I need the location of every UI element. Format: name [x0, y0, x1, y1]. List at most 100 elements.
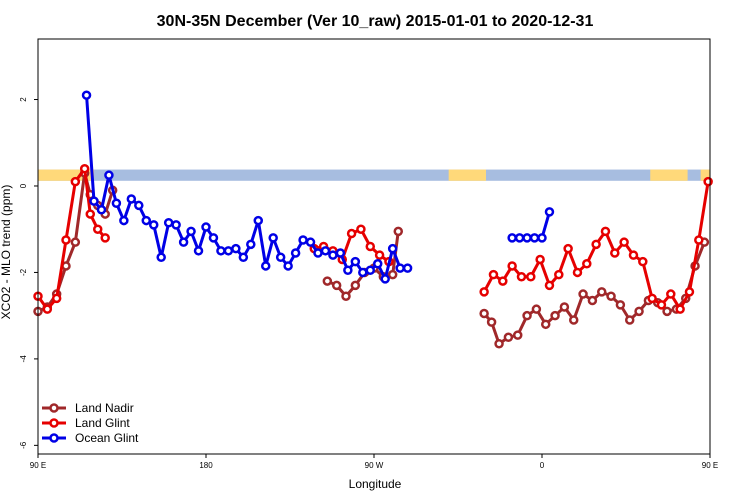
land-glint-point-2-9	[563, 243, 573, 254]
land-nadir-point-2-14	[606, 291, 616, 301]
ocean-glint-point-0-42	[395, 263, 405, 273]
land-nadir-point-2-4	[512, 330, 523, 340]
land-nadir-point-1-8	[393, 226, 404, 237]
land-band-3	[700, 169, 710, 181]
y-tick-label-4: -6	[19, 441, 28, 449]
legend-label-ocean-glint: Ocean Glint	[75, 431, 139, 445]
land-ocean-mask	[38, 169, 710, 181]
land-glint-point-0-7	[92, 224, 103, 234]
land-nadir-point-1-0	[322, 276, 333, 286]
ocean-glint-point-0-34	[335, 248, 346, 258]
legend-marker-land-glint	[49, 418, 59, 428]
land-glint-point-2-7	[544, 280, 555, 291]
land-nadir-point-1-2	[341, 291, 351, 301]
land-band-0	[38, 169, 94, 181]
land-glint-point-2-6	[535, 254, 545, 265]
y-axis-label: XCO2 - MLO trend (ppm)	[0, 185, 13, 320]
legend-marker-ocean-glint	[49, 433, 59, 443]
ocean-glint-point-0-23	[253, 215, 264, 226]
land-glint-point-0-4	[70, 176, 81, 187]
x-tick-label-0: 90 E	[30, 461, 46, 470]
land-nadir-point-2-7	[540, 319, 551, 330]
land-glint-point-2-8	[554, 269, 564, 280]
ocean-glint-point-0-17	[208, 233, 219, 243]
ocean-glint-point-0-11	[163, 217, 174, 228]
land-glint-point-2-21	[675, 304, 685, 314]
ocean-glint-point-0-24	[260, 261, 271, 271]
land-nadir-point-2-8	[550, 310, 560, 321]
axis-ticks: 90 E 180 90 W 0 90 E 2 0 -2 -4 -6	[19, 97, 718, 470]
ocean-glint-line-0	[85, 95, 408, 281]
ocean-glint-point-0-5	[119, 215, 129, 226]
land-glint-point-2-4	[516, 272, 527, 282]
x-tick-label-1: 180	[199, 461, 213, 470]
land-nadir-point-2-0	[479, 308, 489, 319]
legend-label-land-nadir: Land Nadir	[75, 401, 134, 415]
plot-frame	[37, 38, 711, 455]
ocean-glint-point-0-37	[358, 267, 368, 278]
ocean-glint-point-0-3	[104, 170, 114, 180]
ocean-glint-point-0-20	[231, 243, 241, 254]
land-glint-point-1-7	[374, 250, 385, 260]
land-nadir-point-2-20	[662, 306, 672, 317]
ocean-glint-point-0-31	[313, 248, 323, 258]
land-glint-point-2-17	[638, 256, 648, 267]
land-band-1	[448, 169, 486, 181]
ocean-glint-point-0-29	[298, 235, 308, 245]
chart-title: 30N-35N December (Ver 10_raw) 2015-01-01…	[157, 13, 594, 30]
land-glint-point-0-5	[79, 163, 90, 174]
ocean-glint-point-0-4	[111, 198, 122, 209]
land-nadir-point-1-3	[350, 280, 361, 291]
land-nadir-point-2-6	[531, 304, 542, 314]
ocean-glint-point-0-22	[246, 239, 256, 250]
land-glint-point-0-3	[61, 235, 71, 245]
land-nadir-point-2-1	[486, 317, 497, 327]
series-ocean-glint	[81, 90, 555, 284]
ocean-glint-point-0-41	[387, 243, 398, 254]
land-nadir-point-2-3	[503, 332, 514, 343]
ocean-glint-point-0-33	[328, 250, 338, 260]
land-glint-point-2-2	[498, 276, 508, 286]
land-glint-point-2-15	[619, 237, 629, 247]
x-axis-label: Longitude	[349, 477, 402, 491]
land-nadir-point-2-11	[578, 289, 588, 299]
land-nadir-point-2-13	[596, 287, 607, 297]
ocean-glint-point-0-7	[134, 200, 144, 211]
ocean-glint-point-0-15	[193, 246, 204, 256]
ocean-glint-point-0-12	[171, 220, 181, 230]
land-nadir-point-2-10	[568, 315, 579, 325]
ocean-glint-point-0-19	[223, 246, 234, 256]
ocean-glint-point-0-36	[350, 256, 361, 267]
land-nadir-point-2-2	[494, 339, 504, 349]
land-glint-point-0-6	[85, 209, 96, 219]
land-glint-point-2-20	[666, 289, 676, 299]
ocean-glint-point-1-2	[522, 233, 532, 243]
land-nadir-point-2-16	[624, 315, 635, 325]
land-nadir-point-2-17	[634, 306, 644, 317]
ocean-glint-point-0-13	[178, 237, 189, 247]
ocean-glint-point-0-14	[186, 226, 196, 237]
legend-label-land-glint: Land Glint	[75, 416, 130, 430]
ocean-glint-point-0-32	[320, 246, 331, 256]
x-tick-label-3: 0	[540, 461, 545, 470]
land-glint-point-2-0	[479, 287, 489, 297]
legend-marker-land-nadir	[49, 403, 59, 413]
ocean-glint-point-0-38	[365, 265, 376, 276]
land-glint-point-2-12	[591, 239, 601, 250]
ocean-glint-point-0-0	[81, 90, 92, 100]
ocean-glint-point-1-4	[537, 233, 547, 243]
ocean-glint-point-0-21	[238, 252, 249, 263]
ocean-glint-point-0-2	[96, 205, 107, 215]
series-land-glint	[33, 163, 713, 314]
land-nadir-point-1-7	[387, 269, 398, 280]
land-nadir-point-2-15	[615, 300, 626, 310]
series-land-nadir	[33, 168, 710, 349]
ocean-glint-point-1-1	[514, 233, 525, 243]
x-tick-label-4: 90 E	[702, 461, 718, 470]
land-glint-point-1-5	[356, 224, 366, 234]
land-nadir-point-1-1	[331, 280, 342, 291]
ocean-glint-point-0-10	[156, 252, 166, 263]
ocean-glint-point-1-3	[529, 233, 540, 243]
land-glint-point-1-4	[346, 228, 357, 239]
land-nadir-point-2-5	[522, 310, 532, 321]
